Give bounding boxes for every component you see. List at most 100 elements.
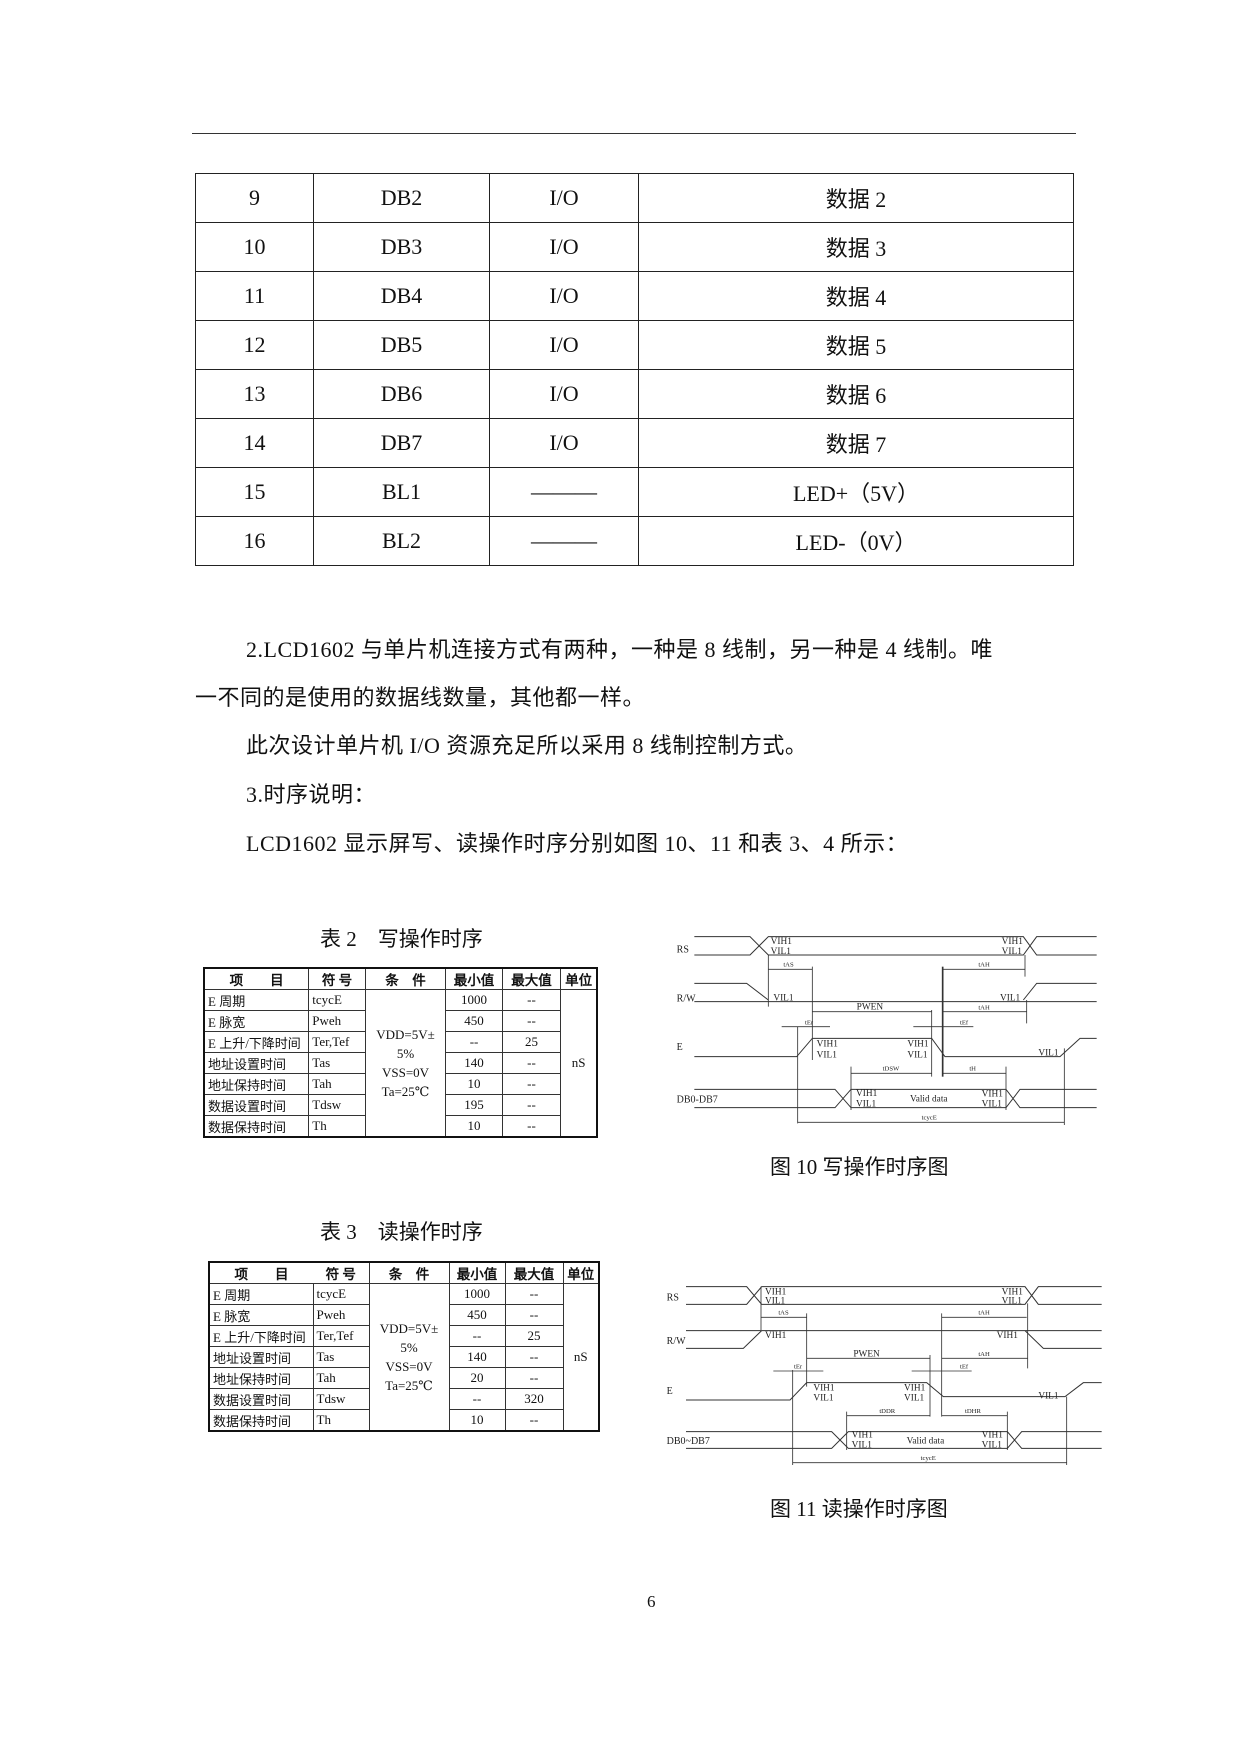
- level-label: VIL1: [982, 1441, 1003, 1451]
- rw-label: R/W: [677, 994, 696, 1005]
- rs-label: RS: [667, 1293, 679, 1304]
- symbol-cell: Pweh: [308, 1010, 366, 1032]
- timing-markers: [760, 1286, 1068, 1465]
- table-row: 12 DB5 I/O 数据 5: [195, 320, 1074, 370]
- item-cell: E 脉宽: [208, 1304, 314, 1326]
- max-cell: --: [501, 1073, 562, 1095]
- table-row: 14 DB7 I/O 数据 7: [195, 418, 1074, 468]
- paragraph-3: 3.时序说明：: [246, 782, 377, 807]
- pin-io-cell: I/O: [489, 418, 639, 468]
- pin-io-cell: ———: [489, 467, 639, 517]
- column-header: 符 号: [313, 1261, 370, 1284]
- unit-cell: nS: [560, 989, 598, 1138]
- t-ah-label: tAH: [978, 962, 990, 969]
- timing-markers: [767, 955, 1065, 1125]
- item-cell: 数据设置时间: [203, 1094, 310, 1116]
- table-row: 15 BL1 ——— LED+（5V）: [195, 467, 1074, 517]
- rs-wave: [694, 936, 1097, 956]
- pin-desc-cell: 数据 6: [638, 369, 1074, 419]
- min-cell: 10: [448, 1409, 506, 1432]
- t-cyc-label: tcycE: [922, 1114, 937, 1121]
- item-cell: E 周期: [208, 1283, 314, 1305]
- level-label: VIL1: [852, 1441, 873, 1451]
- level-label: VIL1: [1002, 1297, 1023, 1307]
- min-cell: --: [445, 1031, 503, 1053]
- column-header: 单位: [560, 967, 598, 990]
- symbol-cell: Th: [312, 1409, 370, 1432]
- t-ah-label: tAH: [978, 1351, 990, 1358]
- t-ef-label: tEf: [960, 1364, 969, 1371]
- pin-desc-cell: 数据 2: [638, 173, 1074, 223]
- column-header: 最大值: [501, 967, 562, 990]
- condition-line: VSS=0V: [385, 1359, 433, 1374]
- symbol-cell: Tas: [312, 1346, 370, 1368]
- max-cell: --: [504, 1283, 564, 1305]
- level-label: VIH1: [771, 937, 793, 947]
- level-label: VIL1: [773, 994, 794, 1004]
- t-cyc-label: tcycE: [921, 1455, 936, 1462]
- paragraph-1-line-2: 一不同的是使用的数据线数量，其他都一样。: [195, 685, 646, 710]
- waveforms: [686, 1286, 1102, 1449]
- level-label: VIH1: [1002, 1288, 1024, 1298]
- min-cell: 450: [445, 1010, 503, 1032]
- level-label: VIL1: [1038, 1049, 1059, 1059]
- max-cell: --: [504, 1367, 564, 1389]
- max-cell: --: [501, 1052, 562, 1074]
- pin-io-cell: ———: [489, 516, 639, 566]
- t-er-label: tEr: [794, 1364, 803, 1371]
- item-cell: 数据保持时间: [203, 1115, 310, 1138]
- pin-name-cell: DB3: [313, 222, 490, 272]
- waveforms: [694, 936, 1097, 1109]
- level-label: VIL1: [1038, 1391, 1059, 1401]
- symbol-cell: Tas: [308, 1052, 366, 1074]
- t-ah-label: tAH: [978, 1004, 990, 1011]
- pin-name-cell: DB5: [313, 320, 490, 370]
- level-label: VIL1: [765, 1297, 786, 1307]
- e-label: E: [667, 1386, 673, 1397]
- level-label: VIH1: [907, 1040, 929, 1050]
- rw-wave: [694, 982, 1097, 1003]
- t-ef-label: tEf: [960, 1019, 969, 1026]
- pin-name-cell: DB7: [313, 418, 490, 468]
- min-cell: 10: [445, 1115, 503, 1138]
- table-row: E 周期 tcycE VDD=5V± 5% VSS=0V Ta=25℃ 1000 -- nS: [203, 989, 598, 1138]
- max-cell: 320: [504, 1388, 564, 1410]
- min-cell: 1000: [448, 1283, 506, 1305]
- pin-io-cell: I/O: [489, 222, 639, 272]
- pin-table: 9 DB2 I/O 数据 2 10 DB3 I/O 数据 3 11 DB4 I/O 数据 4 12 DB5…: [195, 173, 1074, 566]
- condition-line: Ta=25℃: [385, 1378, 433, 1393]
- pin-desc-cell: LED-（0V）: [638, 516, 1074, 566]
- column-header: 条 件: [368, 1261, 450, 1284]
- pin-name-cell: BL1: [313, 467, 490, 517]
- max-cell: --: [504, 1346, 564, 1368]
- db-label: DB0-DB7: [677, 1095, 718, 1106]
- valid-data-label: Valid data: [910, 1095, 948, 1105]
- level-label: VIH1: [765, 1331, 787, 1341]
- table-header-row: 项 目符 号条 件最小值 最大值 单位: [203, 967, 598, 990]
- min-cell: --: [448, 1325, 506, 1347]
- pin-no-cell: 13: [195, 369, 314, 419]
- db-label: DB0~DB7: [667, 1436, 710, 1447]
- pin-io-cell: I/O: [489, 320, 639, 370]
- pin-name-cell: DB6: [313, 369, 490, 419]
- min-cell: 140: [445, 1052, 503, 1074]
- rs-label: RS: [677, 945, 689, 956]
- condition-line: VDD=5V±: [379, 1321, 439, 1336]
- column-header: 项 目: [203, 967, 310, 990]
- level-label: VIL1: [907, 1050, 928, 1060]
- item-cell: 地址保持时间: [203, 1073, 310, 1095]
- level-label: VIH1: [982, 1090, 1004, 1100]
- min-cell: --: [448, 1388, 506, 1410]
- column-header: 最大值: [504, 1261, 564, 1284]
- column-header: 符 号: [308, 967, 366, 990]
- t-er-label: tEr: [805, 1019, 814, 1026]
- symbol-cell: Ter,Tef: [308, 1031, 366, 1053]
- level-label: VIH1: [852, 1431, 874, 1441]
- symbol-cell: tcycE: [308, 989, 366, 1011]
- condition-cell: VDD=5V± 5% VSS=0V Ta=25℃: [368, 1283, 450, 1432]
- fig10-caption: 图 10 写操作时序图: [770, 1155, 949, 1179]
- t-ddr-label: tDDR: [879, 1408, 895, 1415]
- level-label: VIH1: [765, 1288, 787, 1298]
- pin-no-cell: 12: [195, 320, 314, 370]
- db-wave: [694, 1088, 1097, 1109]
